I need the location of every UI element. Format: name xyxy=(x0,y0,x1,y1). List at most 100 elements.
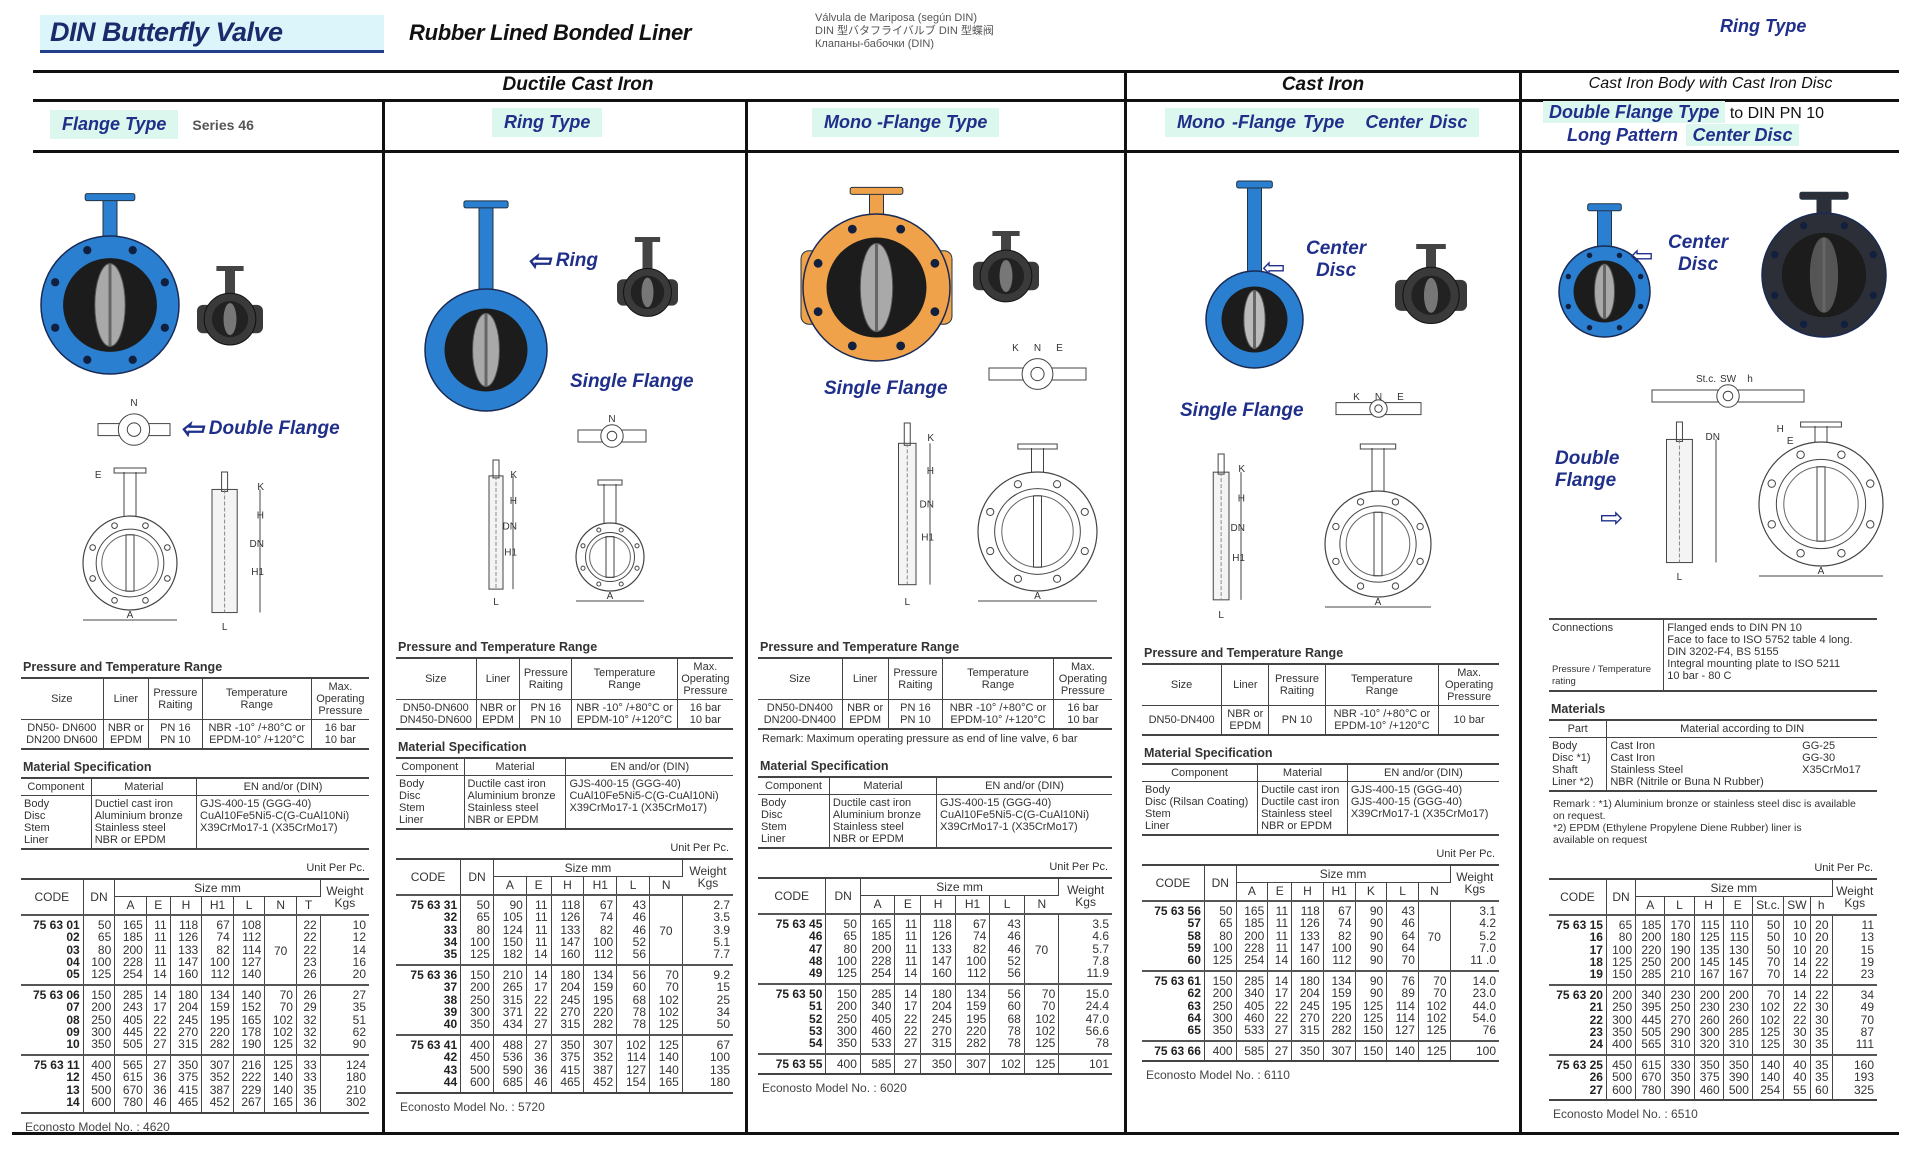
code-cell: 33 xyxy=(396,923,462,936)
column-group-header: Size mm xyxy=(493,859,683,878)
code-size-table: CODE DN Size mm Weight Kgs A L H E St.c. SW h 75 63… xyxy=(1549,878,1877,1102)
code-cell: 21 xyxy=(1549,1001,1607,1014)
column-header: L xyxy=(233,896,266,916)
table-cell: 405 xyxy=(114,1013,147,1026)
column-divider xyxy=(745,100,748,1133)
table-cell: 150 xyxy=(493,936,527,948)
table-cell: 600 xyxy=(1606,1083,1637,1101)
column-header: Size xyxy=(396,658,477,700)
table-cell: 125 xyxy=(1752,1038,1785,1055)
table-cell: 78 xyxy=(1095,1036,1109,1051)
code-cell: 63 xyxy=(1142,999,1205,1012)
table-row: 75 63 36 150 210 14 180 134 56 70 9.2 xyxy=(396,964,733,982)
table-row: 03 80 200 11 133 82 114 22 14 xyxy=(21,943,369,956)
column-header: Pressure Raiting xyxy=(888,658,944,700)
table-cell: 125 xyxy=(1418,1040,1451,1062)
table-row: 23 350 505 290 300 285 125 30 35 87 xyxy=(1549,1026,1877,1038)
unit-label: Unit Per Pc. xyxy=(1436,848,1495,860)
table-cell: 74 xyxy=(955,930,991,943)
table-cell: 243 xyxy=(114,1001,147,1014)
column-header: EN and/or (DIN) xyxy=(565,758,733,776)
table-row: 75 63 61 150 285 14 180 134 90 76 70 14.0 xyxy=(1142,970,1499,988)
column-header: H xyxy=(170,896,203,916)
table-cell: 200 xyxy=(83,1001,116,1014)
table-cell: 13 xyxy=(1860,930,1874,945)
table-cell: NBR or EPDM xyxy=(842,699,889,729)
table-cell: 89 xyxy=(1386,987,1419,1000)
code-cell: 37 xyxy=(396,981,462,994)
table-cell: 170 xyxy=(1664,914,1695,932)
code-cell: 53 xyxy=(758,1025,827,1037)
table-cell: 35 xyxy=(296,1083,321,1096)
table-cell: NBR -10° /+80°C or EPDM-10° /+120°C xyxy=(202,719,312,749)
table-row: 52 250 405 22 245 195 68 102 47.0 xyxy=(758,1012,1112,1025)
material-table: Component Material EN and/or (DIN) Body Dis… xyxy=(21,777,369,850)
table-cell: 56 xyxy=(989,983,1025,1001)
top-right-label: Ring Type xyxy=(1720,16,1807,36)
table-cell: 70 xyxy=(649,981,683,994)
row-group: 75 63 41 400 488 27 350 307 102 125 67 42 450 536 36… xyxy=(396,1034,733,1093)
type-extra: to DIN PN 10 xyxy=(1729,105,1825,122)
table-cell: 80 xyxy=(1606,931,1637,944)
section-title: Pressure and Temperature Range xyxy=(1144,646,1344,660)
table-cell: 25 xyxy=(716,992,730,1007)
row-group: 75 63 50 150 285 14 180 134 56 70 15.0 51 200 340 17… xyxy=(758,983,1112,1054)
table-cell: 254 xyxy=(1752,1083,1785,1101)
table-cell: 111 xyxy=(1855,1037,1874,1052)
dimension-label: H1 xyxy=(921,533,934,544)
column-header: CODE xyxy=(21,879,84,916)
column-header: K xyxy=(1355,882,1388,902)
table-cell: 500 xyxy=(1606,1071,1637,1084)
dimension-label: A xyxy=(1034,591,1041,602)
column-divider xyxy=(382,100,385,1133)
dimension-label: A xyxy=(127,610,134,621)
table-cell: 102 xyxy=(264,1013,297,1026)
table-cell: 23 xyxy=(296,956,321,968)
dimension-label: K xyxy=(257,482,264,493)
table-row: Body Disc Stem Liner Ductiel cast iron Al… xyxy=(21,795,369,849)
table-cell: 70 xyxy=(264,984,297,1002)
table-cell: 50 xyxy=(460,894,494,912)
dimension-label: L xyxy=(1218,610,1224,620)
column-header: St.c. xyxy=(1752,896,1785,916)
table-cell: 350 xyxy=(551,1034,585,1052)
table-cell: 200 xyxy=(1635,931,1666,944)
table-cell: 27 xyxy=(352,987,366,1002)
table-cell: 20 xyxy=(1810,914,1833,932)
code-cell: 16 xyxy=(1549,931,1607,944)
table-cell: 500 xyxy=(460,1063,494,1076)
table-row: 48 100 228 11 147 100 52 7.8 xyxy=(758,955,1112,967)
table-cell: 125 xyxy=(649,1018,683,1035)
column-header: N xyxy=(264,896,297,916)
table-row: 75 63 15 65 185 170 115 110 50 10 20 11 xyxy=(1549,914,1877,932)
table-cell: 565 xyxy=(1635,1038,1666,1055)
table-row: 24 400 565 310 320 310 125 30 35 111 xyxy=(1549,1037,1877,1055)
table-cell: 250 xyxy=(1606,1001,1637,1014)
model-number: Econosto Model No. : 4620 xyxy=(25,1119,170,1134)
table-cell: 600 xyxy=(83,1096,116,1113)
table-cell: 102 xyxy=(1418,1012,1451,1024)
table-cell: 228 xyxy=(114,956,147,968)
table-cell: 350 xyxy=(1723,1054,1753,1072)
column-header: N xyxy=(1418,882,1451,902)
table-row: DN50-DN400 DN200-DN400 NBR or EPDM PN 16 P… xyxy=(758,699,1112,729)
table-cell: 147 xyxy=(920,955,956,967)
callout-single-flange: Single Flange xyxy=(824,378,948,399)
table-cell: 200 xyxy=(1694,984,1724,1002)
table-cell: NBR -10° /+80°C or EPDM-10° /+120°C xyxy=(1325,705,1440,735)
remark: Remark: Maximum operating pressure as en… xyxy=(762,733,1078,745)
dimension-label: E xyxy=(1056,343,1063,354)
table-row: 38 250 315 22 245 195 68 102 25 xyxy=(396,992,733,1007)
table-cell: 165 xyxy=(860,913,896,931)
column-header: A xyxy=(1236,882,1269,902)
table-cell: 180 xyxy=(920,983,956,1001)
table-cell: 488 xyxy=(493,1034,527,1052)
table-cell: 405 xyxy=(1236,999,1269,1012)
table-cell: 67 xyxy=(201,914,234,932)
table-cell: 200 xyxy=(460,981,494,994)
column-header: Max. Operating Pressure xyxy=(677,658,733,700)
table-cell: 80 xyxy=(83,943,116,956)
table-row: 07 200 243 17 204 159 152 70 29 35 xyxy=(21,1001,369,1014)
table-cell: 160 xyxy=(1291,954,1324,971)
dimension-label: K xyxy=(927,433,934,444)
